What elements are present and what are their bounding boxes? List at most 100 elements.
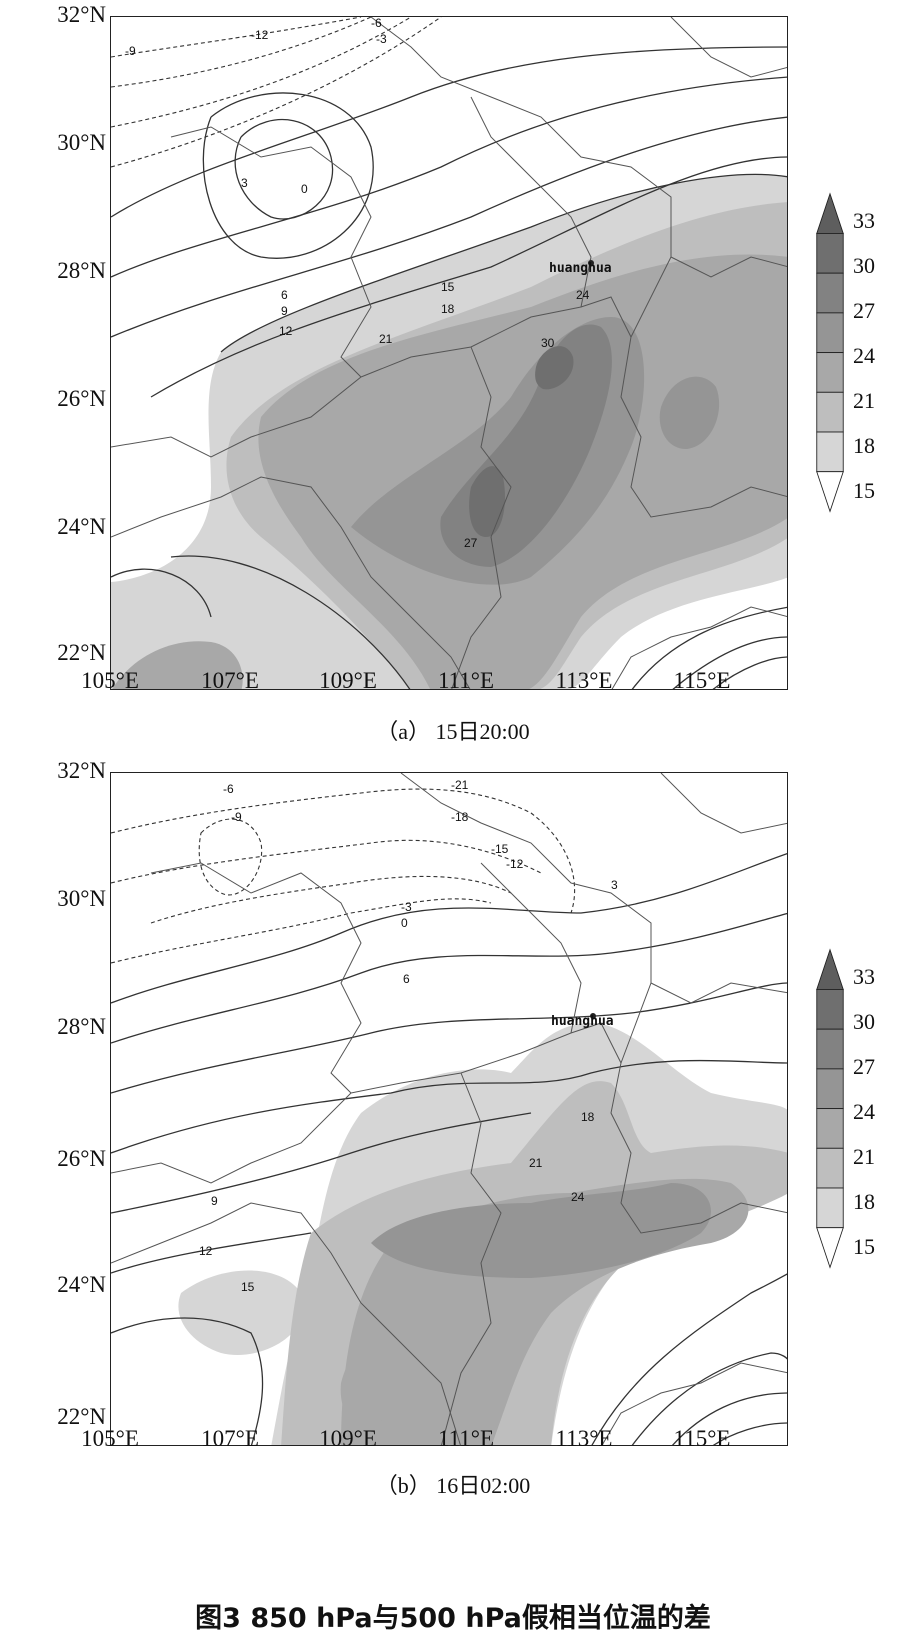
lon-label: 109°E — [319, 668, 377, 693]
colorbar-label: 21 — [853, 388, 875, 413]
lon-label: 115°E — [673, 668, 731, 693]
shade-21-south — [340, 1341, 394, 1429]
contour-label: 30 — [541, 336, 555, 350]
colorbar-arrow-top — [816, 192, 844, 234]
contour-label: 9 — [281, 304, 288, 318]
contour-label: -15 — [491, 842, 509, 856]
colorbar-label: 21 — [853, 1144, 875, 1169]
lat-label: 26°N — [57, 1146, 106, 1171]
contours-solid-a — [111, 46, 787, 689]
panel-b: 32°N 30°N 28°N 26°N 24°N 22°N — [0, 758, 906, 1520]
colorbar-label: 24 — [853, 343, 875, 368]
lat-label: 24°N — [57, 514, 106, 539]
contour-label: -6 — [223, 782, 234, 796]
station-label: huanghua — [549, 261, 612, 276]
contour-label: 0 — [401, 916, 408, 930]
lon-label: 109°E — [319, 1426, 377, 1451]
panel-caption: （a） 15日20:00 — [376, 719, 530, 744]
contour-label: -18 — [451, 810, 469, 824]
map-a: -12 -9 -6 -3 0 3 6 9 12 15 18 21 24 27 3… — [110, 16, 788, 690]
contour-label: 12 — [279, 324, 293, 338]
contour-label: 6 — [403, 972, 410, 986]
colorbar-arrow-top — [816, 948, 844, 990]
figure-title: 图3 850 hPa与500 hPa假相当位温的差 — [195, 1603, 711, 1634]
colorbar-arrow-bottom — [816, 1227, 844, 1269]
lat-label: 30°N — [57, 130, 106, 155]
contour-label: 21 — [379, 332, 393, 346]
contour-label: 3 — [241, 176, 248, 190]
colorbar-band — [816, 352, 844, 393]
contour-label: 15 — [241, 1280, 255, 1294]
colorbar-label: 18 — [853, 433, 875, 458]
colorbar-band — [816, 431, 844, 473]
shade-21-bottom — [112, 641, 243, 689]
contour-label: 18 — [441, 302, 455, 316]
colorbar-label: 18 — [853, 1189, 875, 1214]
contour-label: 18 — [581, 1110, 595, 1124]
shade-30b — [535, 346, 574, 390]
colorbar-band — [816, 1108, 844, 1149]
lat-label: 22°N — [57, 1404, 106, 1429]
colorbar-band — [816, 1028, 844, 1070]
lat-label: 32°N — [57, 2, 106, 27]
contours-solid-b — [111, 853, 787, 1445]
lon-label: 105°E — [81, 668, 139, 693]
lon-label: 107°E — [201, 1426, 259, 1451]
lat-label: 24°N — [57, 1272, 106, 1297]
lat-label: 26°N — [57, 386, 106, 411]
contour-label: -3 — [401, 900, 412, 914]
colorbar-b — [816, 948, 844, 1269]
shade-24-right — [659, 376, 720, 449]
lon-label: 115°E — [673, 1426, 731, 1451]
contour-label: -9 — [231, 810, 242, 824]
contour-label: -12 — [506, 857, 524, 871]
colorbar-band — [816, 391, 844, 433]
colorbar-label: 27 — [853, 298, 875, 323]
lon-label: 111°E — [437, 1426, 495, 1451]
colorbar-label: 30 — [853, 253, 875, 278]
map-b: -21 -18 -15 -12 -9 -6 -3 0 3 6 9 12 15 1… — [110, 772, 788, 1446]
colorbar-band — [816, 1147, 844, 1189]
contour-label: -21 — [451, 778, 469, 792]
shade-30a — [469, 466, 506, 537]
colorbar-label: 15 — [853, 478, 875, 503]
contour-label: 9 — [211, 1194, 218, 1208]
contour-label: 21 — [529, 1156, 543, 1170]
borders-b — [111, 773, 787, 1445]
lat-label: 28°N — [57, 258, 106, 283]
station-marker — [590, 1013, 596, 1019]
lat-label: 30°N — [57, 886, 106, 911]
contour-label: -12 — [251, 28, 269, 42]
colorbar-label: 33 — [853, 208, 875, 233]
shade-15-left — [178, 1270, 304, 1355]
contour-label: 24 — [576, 288, 590, 302]
contour-labels-b: -21 -18 -15 -12 -9 -6 -3 0 3 6 9 12 15 1… — [199, 778, 618, 1294]
contour-label: 0 — [301, 182, 308, 196]
colorbar-label: 33 — [853, 964, 875, 989]
colorbar-band — [816, 312, 844, 354]
contour-label: -3 — [376, 32, 387, 46]
map-a-svg: -12 -9 -6 -3 0 3 6 9 12 15 18 21 24 27 3… — [111, 17, 787, 689]
colorbar-band — [816, 989, 844, 1030]
lon-label: 113°E — [555, 668, 613, 693]
colorbar-band — [816, 233, 844, 274]
colorbar-band — [816, 272, 844, 314]
colorbar-label: 15 — [853, 1234, 875, 1259]
lon-label: 111°E — [437, 668, 495, 693]
contour-label: 15 — [441, 280, 455, 294]
contour-label: 27 — [464, 536, 478, 550]
panel-caption: （b） 16日02:00 — [375, 1473, 531, 1498]
colorbar-arrow-bottom — [816, 471, 844, 513]
contour-label: 12 — [199, 1244, 213, 1258]
shade-24 — [371, 1183, 711, 1278]
lon-label: 107°E — [201, 668, 259, 693]
panel-a: 32°N 30°N 28°N 26°N 24°N 22°N — [0, 0, 906, 744]
contour-label: 3 — [611, 878, 618, 892]
station-marker — [588, 260, 594, 266]
lat-label: 32°N — [57, 758, 106, 783]
colorbar-label: 30 — [853, 1009, 875, 1034]
contour-label: -6 — [371, 17, 382, 30]
contour-label: 24 — [571, 1190, 585, 1204]
station-label: huanghua — [551, 1014, 614, 1029]
contours-dashed-b — [111, 788, 576, 964]
